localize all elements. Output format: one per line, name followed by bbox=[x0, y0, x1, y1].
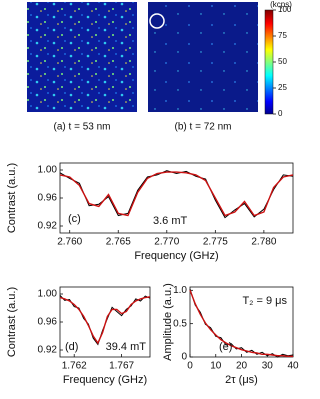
x-tick-label: 2.765 bbox=[106, 237, 131, 248]
x-tick-label: 0 bbox=[187, 361, 193, 372]
colorbar-tick-label: 25 bbox=[278, 83, 287, 92]
annotation: T₂ = 9 μs bbox=[242, 295, 287, 307]
y-tick-label: 0.92 bbox=[38, 345, 58, 356]
panel-label: (c) bbox=[68, 213, 81, 225]
y-axis-label: Amplitude (a.u.) bbox=[162, 283, 174, 361]
y-tick-label: 1.00 bbox=[38, 289, 58, 300]
y-tick-label: 0 bbox=[181, 352, 187, 363]
colorbar-tick-label: 0 bbox=[278, 109, 283, 118]
y-tick-label: 0.96 bbox=[38, 193, 58, 204]
x-tick-label: 2.780 bbox=[251, 237, 276, 248]
y-tick-label: 0.92 bbox=[38, 221, 58, 232]
x-axis-label: 2τ (μs) bbox=[225, 374, 258, 386]
caption: (b) t = 72 nm bbox=[175, 122, 232, 133]
caption: (a) t = 53 nm bbox=[54, 122, 111, 133]
colorbar-tick-label: 100 bbox=[278, 5, 292, 14]
annotation: 3.6 mT bbox=[153, 215, 188, 227]
x-tick-label: 2.760 bbox=[57, 237, 82, 248]
y-axis-label: Contrast (a.u.) bbox=[6, 163, 18, 233]
data-line bbox=[59, 295, 151, 346]
data-line bbox=[59, 170, 294, 219]
x-axis-label: Frequency (GHz) bbox=[134, 250, 218, 262]
x-tick-label: 20 bbox=[236, 361, 248, 372]
annotation: 39.4 mT bbox=[106, 341, 147, 353]
panel-label: (d) bbox=[65, 341, 78, 353]
x-tick-label: 1.762 bbox=[62, 361, 87, 372]
colorbar-tick-label: 50 bbox=[278, 57, 287, 66]
colorbar bbox=[264, 9, 274, 115]
x-tick-label: 40 bbox=[287, 361, 299, 372]
scan-image-a bbox=[27, 2, 137, 112]
x-tick-label: 2.775 bbox=[203, 237, 228, 248]
y-tick-label: 0.5 bbox=[173, 318, 187, 329]
y-tick-label: 1.0 bbox=[173, 285, 187, 296]
highlight-circle bbox=[149, 13, 165, 29]
scan-image-b bbox=[148, 2, 258, 112]
data-line bbox=[189, 290, 293, 357]
x-tick-label: 30 bbox=[262, 361, 274, 372]
y-axis-label: Contrast (a.u.) bbox=[6, 287, 18, 357]
y-tick-label: 0.96 bbox=[38, 317, 58, 328]
x-axis-label: Frequency (GHz) bbox=[63, 374, 147, 386]
colorbar-title: (kcps) bbox=[270, 0, 292, 9]
figure: (kcps) (a) t = 53 nm (b) t = 72 nm 0 25 50… bbox=[6, 0, 299, 386]
colorbar-tick-label: 75 bbox=[278, 31, 287, 40]
panel-label: (e) bbox=[219, 341, 232, 353]
data-line bbox=[59, 296, 151, 345]
data-line bbox=[59, 171, 294, 217]
x-tick-label: 2.770 bbox=[154, 237, 179, 248]
x-tick-label: 1.767 bbox=[109, 361, 134, 372]
y-tick-label: 1.00 bbox=[38, 165, 58, 176]
x-tick-label: 10 bbox=[210, 361, 222, 372]
